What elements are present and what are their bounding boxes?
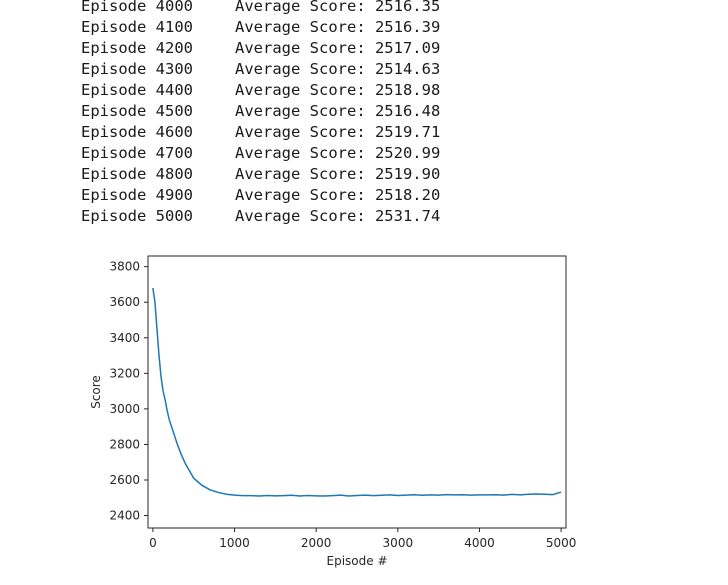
training-log-output: Episode 4000 Average Score: 2516.35 Episod… (81, 0, 440, 227)
log-episode: Episode 4000 (81, 0, 193, 15)
x-tick-label: 5000 (546, 536, 577, 550)
x-tick-label: 0 (149, 536, 157, 550)
log-line: Episode 4900 Average Score: 2518.20 (81, 185, 440, 206)
log-episode: Episode 4700 (81, 144, 193, 162)
x-axis: 0 1000 2000 3000 4000 5000 (149, 528, 576, 550)
log-line: Episode 4200 Average Score: 2517.09 (81, 38, 440, 59)
log-episode: Episode 4100 (81, 18, 193, 36)
log-line: Episode 4000 Average Score: 2516.35 (81, 0, 440, 17)
y-tick-label: 2400 (109, 509, 140, 523)
log-line: Episode 4500 Average Score: 2516.48 (81, 101, 440, 122)
log-average-score: Average Score: 2519.71 (235, 123, 441, 141)
y-tick-label: 3600 (109, 295, 140, 309)
y-axis: 2400 2600 2800 3000 3200 3400 3600 3800 (109, 260, 148, 523)
log-episode: Episode 4900 (81, 186, 193, 204)
y-tick-label: 2600 (109, 473, 140, 487)
log-line: Episode 4700 Average Score: 2520.99 (81, 143, 440, 164)
log-line: Episode 4800 Average Score: 2519.90 (81, 164, 440, 185)
log-average-score: Average Score: 2518.20 (235, 186, 441, 204)
plot-frame (147, 255, 567, 529)
log-episode: Episode 4200 (81, 39, 193, 57)
log-line: Episode 4100 Average Score: 2516.39 (81, 17, 440, 38)
log-average-score: Average Score: 2516.39 (235, 18, 441, 36)
log-episode: Episode 5000 (81, 207, 193, 225)
log-average-score: Average Score: 2519.90 (235, 165, 441, 183)
log-episode: Episode 4500 (81, 102, 193, 120)
log-average-score: Average Score: 2531.74 (235, 207, 441, 225)
log-average-score: Average Score: 2520.99 (235, 144, 441, 162)
log-line: Episode 4400 Average Score: 2518.98 (81, 80, 440, 101)
y-axis-label: Score (89, 375, 103, 409)
log-average-score: Average Score: 2514.63 (235, 60, 441, 78)
x-tick-label: 2000 (301, 536, 332, 550)
x-tick-label: 1000 (219, 536, 250, 550)
log-line: Episode 5000 Average Score: 2531.74 (81, 206, 440, 227)
y-tick-label: 3400 (109, 331, 140, 345)
log-episode: Episode 4800 (81, 165, 193, 183)
series-line (152, 287, 562, 497)
y-tick-label: 2800 (109, 437, 140, 451)
log-average-score: Average Score: 2516.35 (235, 0, 441, 15)
log-episode: Episode 4600 (81, 123, 193, 141)
x-tick-label: 3000 (383, 536, 414, 550)
series-layer (152, 287, 562, 497)
x-axis-label: Episode # (327, 554, 388, 568)
log-line: Episode 4300 Average Score: 2514.63 (81, 59, 440, 80)
y-tick-label: 3000 (109, 402, 140, 416)
log-episode: Episode 4400 (81, 81, 193, 99)
log-average-score: Average Score: 2517.09 (235, 39, 441, 57)
x-tick-label: 4000 (464, 536, 495, 550)
log-line: Episode 4600 Average Score: 2519.71 (81, 122, 440, 143)
y-tick-label: 3200 (109, 366, 140, 380)
log-episode: Episode 4300 (81, 60, 193, 78)
log-average-score: Average Score: 2518.98 (235, 81, 441, 99)
log-average-score: Average Score: 2516.48 (235, 102, 441, 120)
y-tick-label: 3800 (109, 260, 140, 274)
